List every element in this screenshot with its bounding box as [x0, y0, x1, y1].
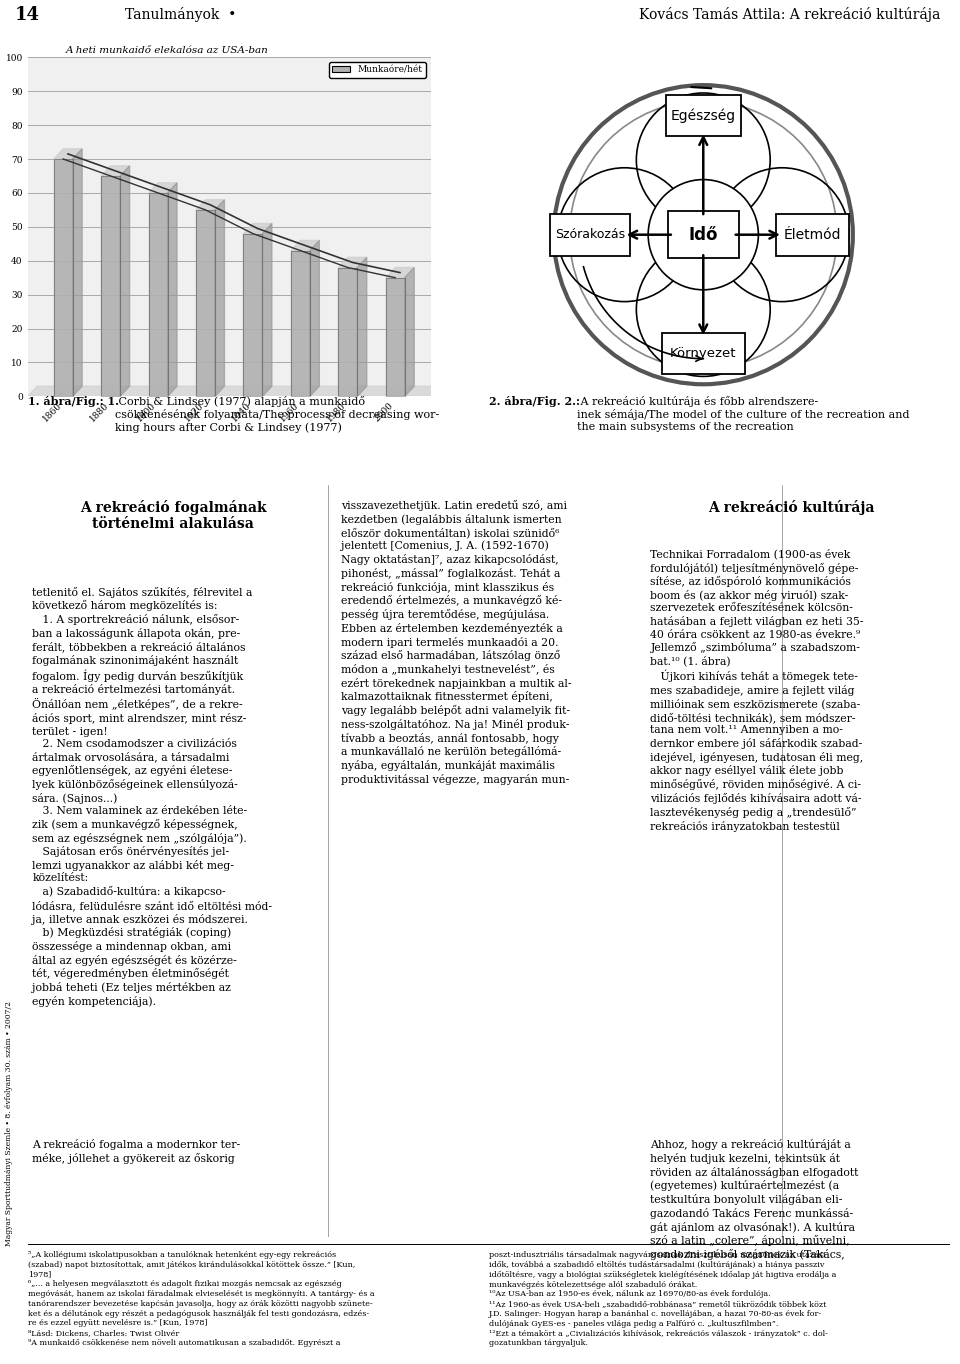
Polygon shape: [120, 166, 130, 397]
Text: Corbi & Lindsey (1977) alapján a munkaidő
csökkenésének folyamata/The process of: Corbi & Lindsey (1977) alapján a munkaid…: [115, 397, 440, 432]
Text: A rekreáció fogalmának
történelmi alakulása: A rekreáció fogalmának történelmi alakul…: [80, 501, 266, 531]
Polygon shape: [338, 258, 367, 267]
Polygon shape: [262, 224, 272, 397]
Text: Kovács Tamás Attila: A rekreáció kultúrája: Kovács Tamás Attila: A rekreáció kultúrá…: [639, 7, 941, 22]
Polygon shape: [357, 258, 367, 397]
Text: Tanulmányok  •: Tanulmányok •: [125, 7, 236, 22]
Text: A heti munkaidő elekalósa az USA-ban: A heti munkaidő elekalósa az USA-ban: [66, 46, 269, 56]
FancyBboxPatch shape: [776, 214, 849, 255]
Text: 14: 14: [14, 5, 39, 25]
Text: A rekreáció kultúrája és főbb alrendszere-
inek sémája/The model of the culture : A rekreáció kultúrája és főbb alrendszer…: [577, 397, 909, 432]
Polygon shape: [73, 149, 83, 397]
Legend: Munkaóre/hét: Munkaóre/hét: [328, 61, 426, 78]
Text: A rekreáció kultúrája: A rekreáció kultúrája: [708, 501, 875, 516]
Text: A rekreáció fogalma a modernkor ter-
méke, jóllehet a gyökereit az őskorig: A rekreáció fogalma a modernkor ter- mék…: [33, 1139, 240, 1163]
Text: Magyar Sporttudmányi Szemle • 8. évfolyam 30. szám • 2007/2: Magyar Sporttudmányi Szemle • 8. évfolya…: [5, 1001, 13, 1247]
Text: Technikai Forradalom (1900-as évek
fordulójától) teljesítménynövelő gépe-
sítése: Technikai Forradalom (1900-as évek fordu…: [651, 548, 864, 832]
Text: 1. ábra/Fig.: 1.: 1. ábra/Fig.: 1.: [28, 397, 119, 408]
Polygon shape: [196, 199, 225, 210]
Polygon shape: [149, 183, 177, 192]
FancyBboxPatch shape: [662, 333, 745, 375]
FancyBboxPatch shape: [666, 95, 741, 136]
FancyBboxPatch shape: [0, 0, 53, 30]
Polygon shape: [386, 267, 414, 278]
Polygon shape: [310, 240, 320, 397]
Text: Környezet: Környezet: [670, 348, 736, 360]
Text: Szórakozás: Szórakozás: [555, 228, 625, 241]
Polygon shape: [101, 166, 130, 176]
Text: Életmód: Életmód: [783, 228, 841, 241]
FancyBboxPatch shape: [550, 214, 631, 255]
Text: ⁵„A kollégiumi iskolatipusokban a tanulóknak hetenként egy-egy rekreációs
(szaba: ⁵„A kollégiumi iskolatipusokban a tanuló…: [28, 1251, 374, 1348]
Polygon shape: [54, 149, 83, 160]
Polygon shape: [215, 199, 225, 397]
FancyBboxPatch shape: [668, 211, 738, 258]
Polygon shape: [291, 240, 320, 251]
Text: Egészség: Egészség: [671, 109, 735, 123]
Polygon shape: [244, 224, 272, 233]
Circle shape: [648, 180, 758, 289]
Text: Ahhoz, hogy a rekreáció kultúráját a
helyén tudjuk kezelni, tekintsük át
röviden: Ahhoz, hogy a rekreáció kultúráját a hel…: [651, 1139, 859, 1260]
Text: poszt-indusztriális társadalmak nagyvárosainak drasztikusan megnőnek az utazási
: poszt-indusztriális társadalmak nagyváro…: [489, 1251, 836, 1348]
Text: 2. ábra/Fig. 2.:: 2. ábra/Fig. 2.:: [489, 397, 580, 408]
Text: tetlenitő el. Sajátos szűkítés, félrevitel a
következő három megközelítés is:
  : tetlenitő el. Sajátos szűkítés, félrevit…: [33, 587, 273, 1007]
Polygon shape: [28, 386, 441, 397]
Polygon shape: [168, 183, 177, 397]
Text: visszavezethetjük. Latin eredetű szó, ami
kezdetben (legalábbis általunk ismerte: visszavezethetjük. Latin eredetű szó, am…: [342, 501, 572, 784]
Polygon shape: [405, 267, 414, 397]
Text: Idő: Idő: [688, 225, 718, 244]
